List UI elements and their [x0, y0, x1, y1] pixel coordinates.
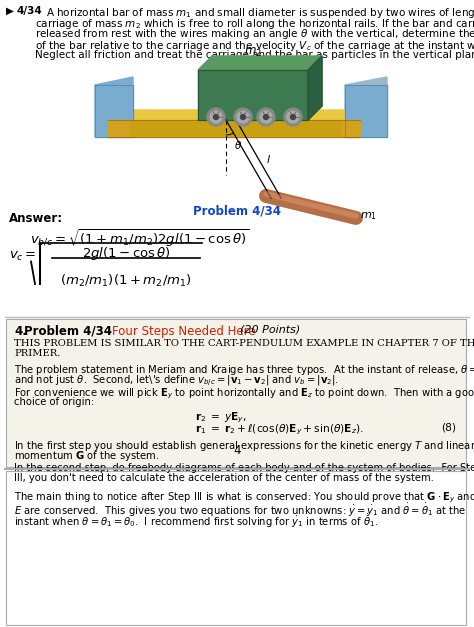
- Polygon shape: [345, 77, 387, 137]
- Text: 4/34: 4/34: [17, 6, 43, 16]
- Polygon shape: [308, 56, 322, 120]
- Polygon shape: [198, 70, 308, 120]
- Circle shape: [240, 115, 246, 120]
- Circle shape: [234, 108, 252, 126]
- Text: $\theta$: $\theta$: [234, 139, 242, 151]
- Circle shape: [213, 115, 219, 120]
- Text: $l$: $l$: [266, 153, 272, 165]
- Text: PRIMER.: PRIMER.: [14, 349, 60, 358]
- Polygon shape: [95, 85, 133, 137]
- Text: Problem 4/34: Problem 4/34: [24, 325, 112, 338]
- Text: instant when $\theta = \theta_1 = \theta_0$.  I recommend first solving for $\do: instant when $\theta = \theta_1 = \theta…: [14, 513, 378, 530]
- Text: The main thing to notice after Step III is what is conserved: You should prove t: The main thing to notice after Step III …: [14, 491, 474, 505]
- Text: released from rest with the wires making an angle $\theta$ with the vertical, de: released from rest with the wires making…: [35, 28, 474, 43]
- Text: Problem 4/34: Problem 4/34: [193, 204, 281, 217]
- Text: The problem statement in Meriam and Kraige has three typos.  At the instant of r: The problem statement in Meriam and Krai…: [14, 363, 474, 377]
- Circle shape: [237, 111, 249, 123]
- Text: $E$ are conserved.  This gives you two equations for two unknowns: $\dot{y} = \d: $E$ are conserved. This gives you two eq…: [14, 502, 466, 519]
- Polygon shape: [130, 122, 340, 135]
- Circle shape: [210, 111, 222, 123]
- Polygon shape: [108, 110, 376, 120]
- Circle shape: [264, 115, 268, 120]
- Text: $m_1$: $m_1$: [360, 210, 377, 222]
- Circle shape: [257, 108, 275, 126]
- FancyBboxPatch shape: [6, 471, 466, 625]
- Circle shape: [284, 108, 302, 126]
- Text: and not just $\theta$.  Second, let\'s define $v_{b/c} = |\mathbf{v}_1 - \mathbf: and not just $\theta$. Second, let\'s de…: [14, 373, 339, 387]
- Text: momentum $\mathbf{G}$ of the system.: momentum $\mathbf{G}$ of the system.: [14, 449, 159, 463]
- Polygon shape: [108, 120, 360, 137]
- Text: (8): (8): [441, 423, 456, 433]
- Text: $\mathbf{r}_1 \;=\; \mathbf{r}_2 + \ell(\cos(\theta)\mathbf{E}_y + \sin(\theta)\: $\mathbf{r}_1 \;=\; \mathbf{r}_2 + \ell(…: [195, 423, 364, 438]
- Polygon shape: [198, 56, 322, 70]
- Text: $(m_2/m_1)(1+m_2/m_1)$: $(m_2/m_1)(1+m_2/m_1)$: [60, 273, 192, 289]
- Text: Four Steps Needed Here: Four Steps Needed Here: [112, 325, 255, 338]
- Text: $m_2$: $m_2$: [244, 45, 262, 58]
- FancyBboxPatch shape: [6, 319, 466, 467]
- Text: of the bar relative to the carriage and the velocity $V_c$ of the carriage at th: of the bar relative to the carriage and …: [35, 39, 474, 53]
- Text: III, you don't need to calculate the acceleration of the center of mass of the s: III, you don't need to calculate the acc…: [14, 473, 434, 483]
- Text: $v_c = $: $v_c = $: [9, 250, 36, 263]
- Text: $2gl(1-\cos\theta)$: $2gl(1-\cos\theta)$: [82, 245, 171, 262]
- Circle shape: [260, 111, 272, 123]
- Polygon shape: [95, 77, 133, 137]
- Circle shape: [287, 111, 299, 123]
- Text: For convenience we will pick $\mathbf{E}_y$ to point horizontally and $\mathbf{E: For convenience we will pick $\mathbf{E}…: [14, 387, 474, 401]
- Text: 4: 4: [233, 444, 241, 457]
- Text: Answer:: Answer:: [9, 212, 63, 225]
- Text: choice of origin:: choice of origin:: [14, 397, 94, 407]
- Text: In the first step you should establish general expressions for the kinetic energ: In the first step you should establish g…: [14, 439, 474, 453]
- Text: $\mathbf{r}_2 \;=\; y\mathbf{E}_y,$: $\mathbf{r}_2 \;=\; y\mathbf{E}_y,$: [195, 411, 247, 425]
- Bar: [0, 0, 474, 327]
- Text: THIS PROBLEM IS SIMILAR TO THE CART-PENDULUM EXAMPLE IN CHAPTER 7 OF THE: THIS PROBLEM IS SIMILAR TO THE CART-PEND…: [14, 339, 474, 348]
- Text: ▶: ▶: [6, 6, 14, 16]
- Text: 4.: 4.: [14, 325, 27, 338]
- Circle shape: [291, 115, 295, 120]
- Text: $v_{b/c} = \sqrt{(1+m_1/m_2)2gl(1-\cos\theta)}$: $v_{b/c} = \sqrt{(1+m_1/m_2)2gl(1-\cos\t…: [30, 228, 249, 250]
- Text: In the second step, do freebody diagrams of each body and of the system of bodie: In the second step, do freebody diagrams…: [14, 463, 474, 473]
- Circle shape: [207, 108, 225, 126]
- Text: carriage of mass $m_2$ which is free to roll along the horizontal rails. If the : carriage of mass $m_2$ which is free to …: [35, 17, 474, 31]
- Polygon shape: [345, 85, 387, 137]
- Text: A horizontal bar of mass $m_1$ and small diameter is suspended by two wires of l: A horizontal bar of mass $m_1$ and small…: [46, 6, 474, 20]
- Text: (20 Points): (20 Points): [240, 325, 300, 335]
- Text: Neglect all friction and treat the carriage and the bar as particles in the vert: Neglect all friction and treat the carri…: [35, 50, 474, 60]
